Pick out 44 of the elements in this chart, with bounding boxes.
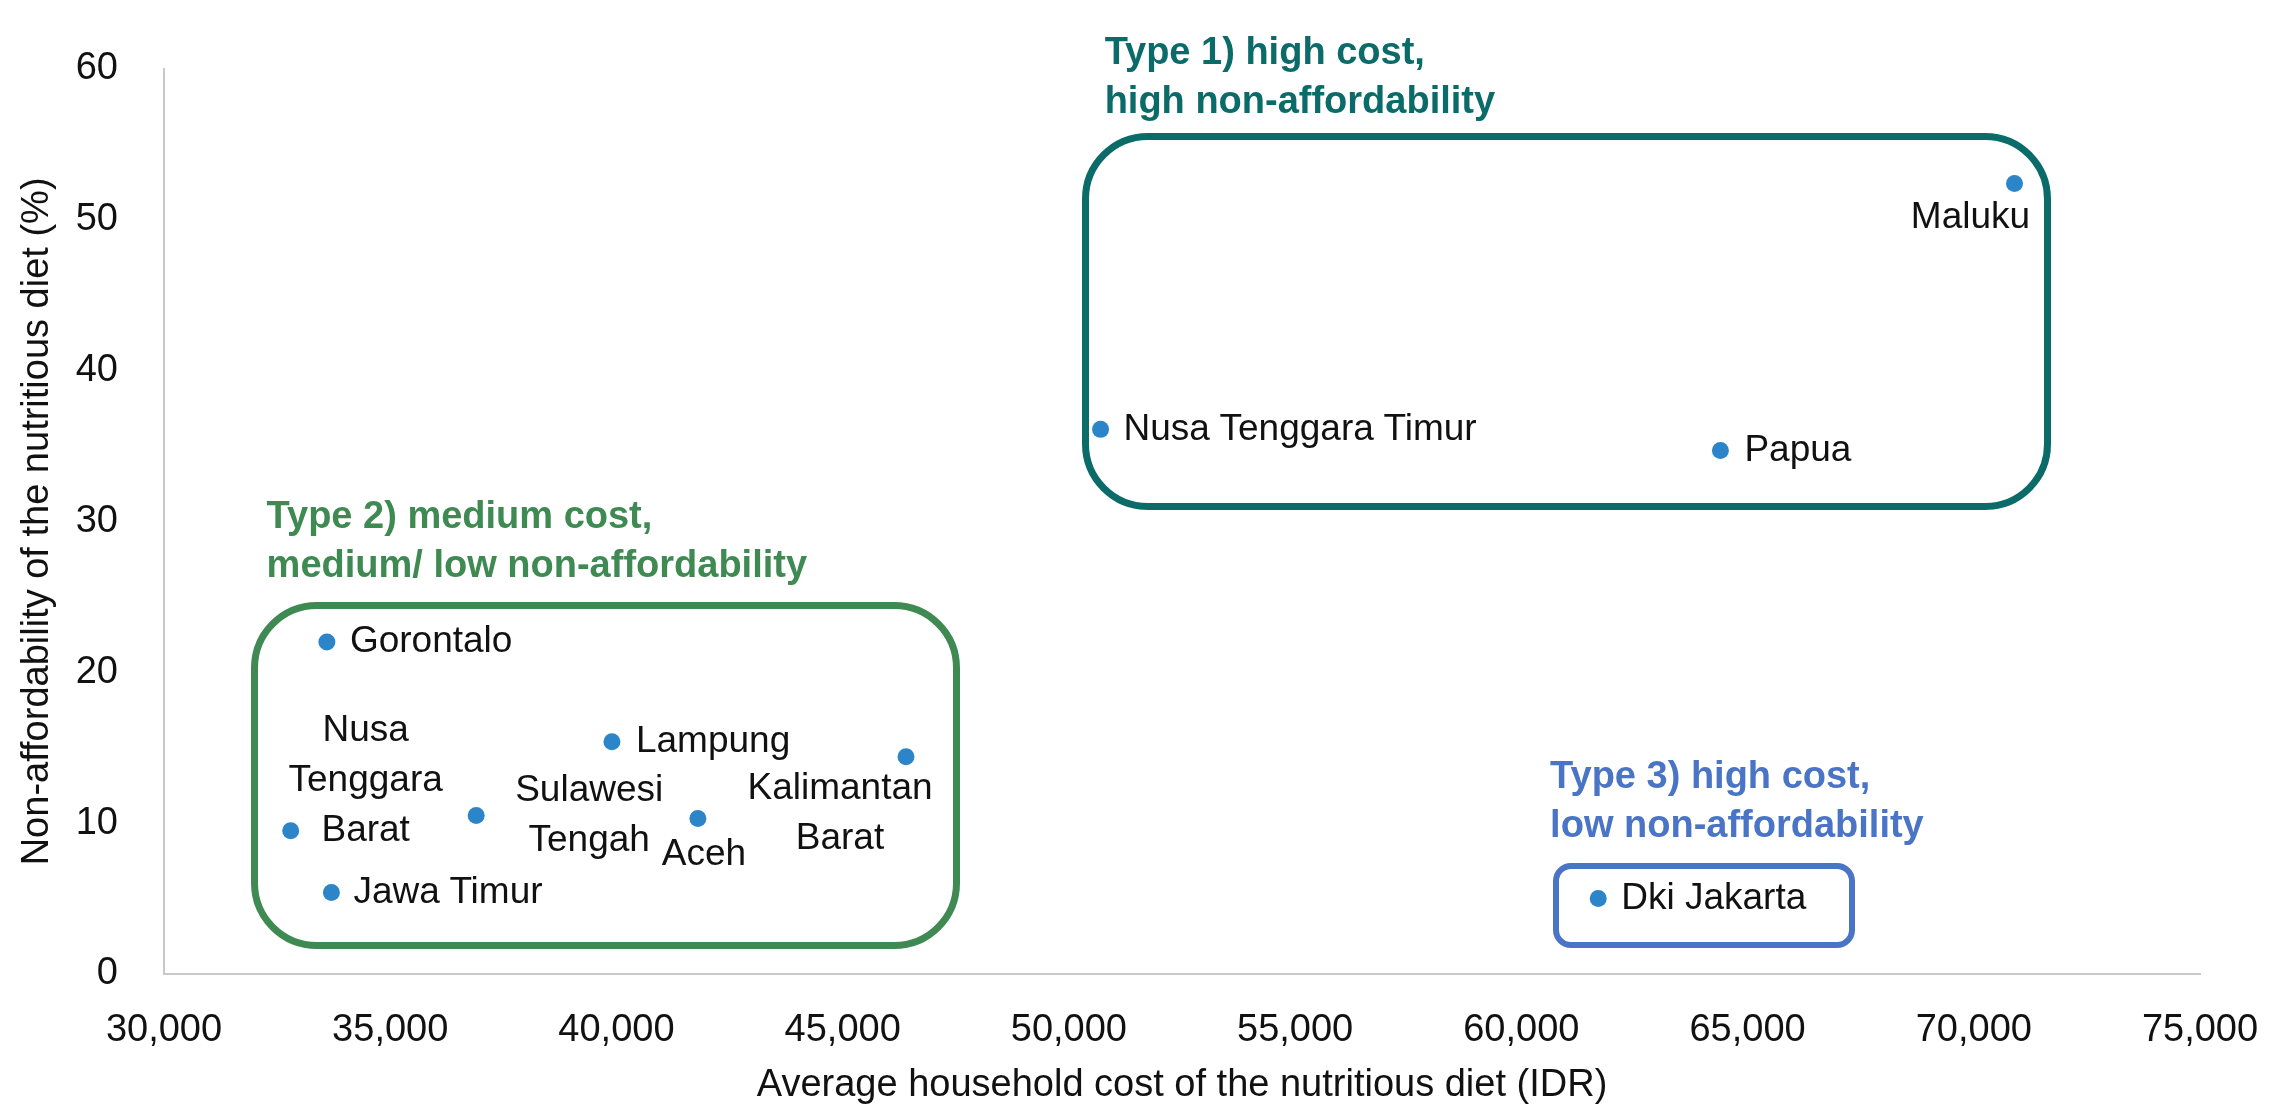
annotation: Maluku — [1910, 194, 2031, 236]
annotation: Gorontalo — [349, 619, 513, 661]
annotation: Jawa Timur — [353, 869, 543, 911]
point — [897, 748, 915, 766]
annotation: Type 2) medium cost, medium/ low non-affordability — [266, 494, 808, 586]
annotation: Kalimantan Barat — [747, 765, 933, 857]
y-tick-label: 20 — [75, 648, 118, 691]
annotation: Nusa Tenggara Barat — [288, 707, 444, 849]
y-tick-label: 10 — [75, 799, 118, 842]
point — [1589, 890, 1607, 908]
annotation: Dki Jakarta — [1621, 875, 1807, 917]
annotation: Papua — [1744, 427, 1852, 469]
point — [603, 733, 621, 751]
annotation: Sulawesi Tengah — [515, 767, 664, 859]
x-tick-label: 65,000 — [1689, 1007, 1806, 1050]
x-tick-label: 40,000 — [558, 1007, 675, 1050]
x-tick-label: 30,000 — [105, 1007, 223, 1050]
annotation: Nusa Tenggara Timur — [1123, 406, 1477, 448]
point — [282, 822, 300, 840]
point — [2006, 174, 2023, 192]
y-tick-label: 60 — [75, 45, 118, 88]
x-tick-label: 70,000 — [1915, 1007, 2032, 1050]
y-axis-title: Non-affordability of the nutritious diet (%) — [14, 177, 57, 866]
point — [322, 884, 340, 902]
point — [467, 807, 485, 825]
point — [689, 810, 707, 828]
x-tick-label: 60,000 — [1463, 1007, 1580, 1050]
annotation: Type 3) high cost, low non-affordability — [1550, 753, 1924, 845]
y-tick-label: 50 — [75, 196, 118, 239]
annotation: Lampung — [635, 718, 791, 760]
x-tick-label: 50,000 — [1010, 1007, 1128, 1050]
annotation: Aceh — [661, 831, 747, 873]
x-tick-label: 55,000 — [1236, 1007, 1354, 1050]
point — [318, 633, 336, 651]
x-tick-label: 35,000 — [332, 1007, 449, 1050]
point — [1092, 420, 1110, 438]
x-axis-title: Average household cost of the nutritious diet (IDR) — [756, 1061, 1608, 1104]
x-tick-label: 75,000 — [2141, 1007, 2259, 1050]
point — [1711, 441, 1729, 459]
x-tick-label: 45,000 — [784, 1007, 901, 1050]
annotation: Type 1) high cost, high non-affordability — [1104, 30, 1496, 121]
y-tick-label: 30 — [75, 497, 118, 540]
y-tick-label: 0 — [96, 950, 118, 993]
y-tick-label: 40 — [75, 347, 118, 390]
